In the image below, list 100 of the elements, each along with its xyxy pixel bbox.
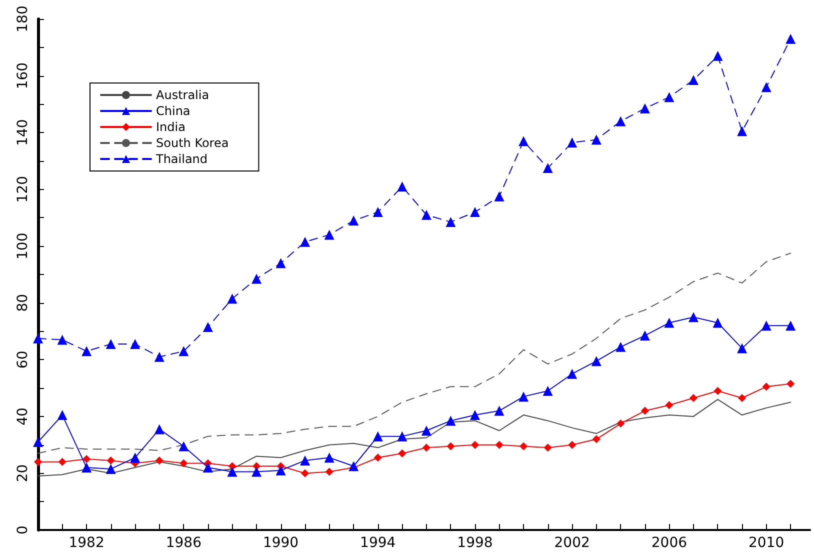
point — [106, 339, 116, 350]
point — [324, 452, 334, 463]
point — [665, 401, 674, 410]
point — [688, 75, 698, 86]
y-tick-label: 140 — [15, 119, 31, 146]
legend-label: South Korea — [156, 136, 229, 150]
point — [227, 294, 238, 304]
point — [495, 440, 504, 449]
point — [33, 436, 43, 447]
point — [542, 386, 553, 396]
y-tick-label: 0 — [15, 526, 31, 534]
point — [786, 34, 796, 44]
point — [372, 431, 383, 442]
point — [300, 455, 310, 466]
point — [106, 456, 115, 464]
point — [446, 416, 456, 426]
point — [761, 320, 772, 331]
point — [251, 274, 262, 284]
point — [470, 207, 480, 218]
point — [616, 420, 625, 428]
point — [712, 318, 723, 328]
point — [786, 380, 795, 388]
point — [640, 406, 649, 415]
y-tick-label: 20 — [15, 464, 31, 482]
point — [688, 312, 698, 322]
point — [130, 452, 140, 463]
point — [372, 207, 383, 218]
point — [180, 459, 188, 468]
point — [82, 455, 91, 464]
point — [712, 50, 723, 61]
y-tick-label: 120 — [15, 176, 31, 203]
x-tick-label: 2006 — [651, 535, 688, 551]
point — [737, 343, 748, 354]
point — [348, 461, 359, 472]
point — [470, 410, 480, 420]
point — [374, 454, 382, 462]
x-tick-label: 2010 — [748, 535, 784, 551]
point — [202, 322, 213, 332]
point — [446, 442, 455, 450]
x-tick-label: 1990 — [262, 535, 299, 551]
point — [154, 424, 164, 434]
point — [202, 462, 213, 473]
point — [422, 444, 430, 452]
point — [300, 236, 310, 247]
point — [616, 342, 626, 352]
point — [57, 334, 68, 345]
line-series — [38, 252, 792, 454]
y-tick-label: 40 — [15, 408, 31, 426]
point — [616, 116, 626, 126]
point — [518, 136, 529, 146]
point — [227, 466, 238, 477]
y-tick-label: 180 — [15, 6, 31, 32]
point — [737, 126, 748, 136]
point — [664, 318, 674, 328]
line-series — [38, 398, 792, 477]
point — [276, 258, 286, 268]
point — [301, 469, 310, 478]
y-tick-label: 60 — [15, 350, 31, 369]
point — [520, 442, 528, 450]
point — [591, 134, 602, 145]
legend-label: Thailand — [155, 152, 208, 166]
point — [689, 394, 698, 402]
point — [421, 210, 432, 220]
point — [640, 330, 650, 341]
point — [155, 456, 164, 464]
y-tick-label: 160 — [15, 62, 31, 90]
point — [251, 466, 262, 477]
point — [397, 431, 408, 442]
point — [494, 406, 504, 416]
point — [398, 449, 406, 458]
point — [178, 346, 189, 356]
point — [714, 386, 722, 395]
point — [567, 137, 578, 148]
x-tick-label: 2002 — [554, 535, 590, 551]
point — [397, 181, 408, 192]
point — [58, 458, 66, 466]
legend-label: India — [156, 120, 186, 134]
point — [567, 368, 578, 379]
point — [82, 462, 92, 473]
point — [762, 382, 770, 391]
point — [57, 410, 68, 420]
point — [544, 444, 552, 452]
point — [568, 440, 576, 449]
point — [276, 465, 286, 476]
point — [592, 435, 600, 444]
x-tick-label: 1994 — [360, 535, 396, 551]
point — [154, 352, 164, 362]
legend-label: China — [156, 104, 190, 118]
x-tick-label: 1998 — [457, 535, 493, 551]
point — [324, 230, 334, 240]
point — [738, 394, 746, 402]
point — [178, 441, 189, 452]
point — [470, 440, 479, 449]
x-tick-label: 1982 — [68, 535, 104, 551]
x-tick-label: 1986 — [166, 535, 202, 551]
point — [786, 320, 796, 331]
point — [664, 92, 674, 102]
point — [325, 468, 334, 476]
point — [591, 356, 602, 366]
point — [34, 458, 42, 466]
